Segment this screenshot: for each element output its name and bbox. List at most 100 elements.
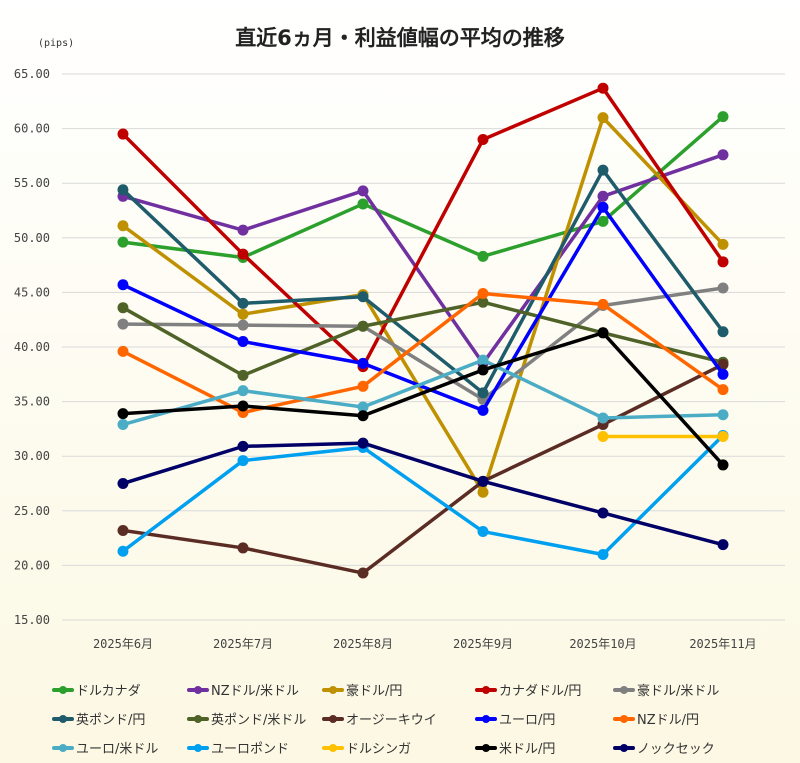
y-tick-label: 50.00 [14,231,50,245]
data-point [477,287,489,299]
series-line [122,300,724,378]
legend-swatch [187,714,209,723]
y-tick-label: 40.00 [14,340,50,354]
data-point [117,419,129,431]
legend-swatch [52,743,74,752]
data-point [117,302,129,314]
data-point [357,401,369,413]
data-point [117,318,129,330]
y-tick-label: 35.00 [14,395,50,409]
data-point [117,524,129,536]
legend-label: ドルカナダ [76,684,141,699]
data-point [117,128,129,140]
data-point [477,250,489,262]
data-point [597,298,609,310]
legend-item[interactable]: ドルカナダ [52,680,187,699]
y-tick-label: 65.00 [14,67,50,81]
legend-item[interactable]: ユーロ/円 [475,709,613,728]
legend-item[interactable]: ノックセック [613,738,753,757]
series-line [122,291,725,415]
legend-label: 豪ドル/米ドル [637,684,720,699]
data-point [477,404,489,416]
legend-swatch [475,714,497,723]
data-point [717,409,729,421]
data-point [717,326,729,338]
data-point [357,320,369,332]
legend-item[interactable]: カナダドル/円 [475,680,613,699]
data-point [717,384,729,396]
data-point [477,475,489,487]
legend-item[interactable]: ユーロ/米ドル [52,738,187,757]
data-point [357,291,369,303]
data-point [357,437,369,449]
data-point [237,319,249,331]
legend-label: 米ドル/円 [499,742,556,757]
legend-swatch [322,743,344,752]
data-point [237,542,249,554]
legend-item[interactable]: ドルシンガ [322,738,475,757]
data-point [717,459,729,471]
x-tick-label: 2025年10月 [569,637,636,651]
legend-label: ノックセック [637,742,715,757]
legend-label: ユーロポンド [211,742,290,757]
x-tick-label: 2025年8月 [333,637,393,651]
legend-swatch [613,743,635,752]
legend-swatch [187,685,209,694]
legend-item[interactable]: 英ポンド/円 [52,709,187,728]
legend-swatch [52,714,74,723]
data-point [237,400,249,412]
series-line [122,115,725,260]
legend-item[interactable]: 米ドル/円 [475,738,613,757]
legend-swatch [187,743,209,752]
data-point [717,111,729,123]
legend-swatch [475,685,497,694]
x-tick-label: 2025年9月 [453,637,513,651]
data-point [237,248,249,260]
data-point [597,215,609,227]
legend-item[interactable]: NZドル/円 [613,709,753,728]
data-point [237,385,249,397]
data-point [357,185,369,197]
chart-title: 直近6ヵ月・利益値幅の平均の推移 [235,26,565,50]
y-tick-label: 25.00 [14,504,50,518]
y-tick-label: 20.00 [14,558,50,572]
data-point [597,431,609,443]
data-point [477,486,489,498]
series-line [122,331,725,467]
legend-item[interactable]: 豪ドル/円 [322,680,475,699]
y-tick-label: 45.00 [14,285,50,299]
series-line [122,358,724,427]
data-point [717,431,729,443]
data-point [717,238,729,250]
data-point [357,380,369,392]
data-point [597,190,609,202]
x-tick-label: 2025年7月 [213,637,273,651]
legend-label: カナダドル/円 [499,684,582,699]
series-line [122,205,725,413]
legend-item[interactable]: 英ポンド/米ドル [187,709,322,728]
data-point [597,112,609,124]
legend-swatch [613,714,635,723]
data-point [117,478,129,489]
data-point [237,440,249,452]
data-point [237,455,249,467]
legend-item[interactable]: オージーキウイ [322,709,475,728]
data-point [597,412,609,424]
data-point [717,282,729,294]
series-line [121,86,725,369]
x-tick-label: 2025年11月 [689,637,756,651]
series-line [122,441,724,547]
legend-label: 英ポンド/円 [76,713,146,728]
legend-item[interactable]: NZドル/米ドル [187,680,322,699]
data-point [597,548,609,560]
series-line [121,168,725,395]
data-point [717,368,729,380]
legend-item[interactable]: ユーロポンド [187,738,322,757]
legend-swatch [322,685,344,694]
data-point [717,358,729,370]
legend-label: NZドル/米ドル [211,684,300,699]
data-point [237,308,249,320]
data-point [357,567,369,579]
data-point [597,507,609,519]
legend-item[interactable]: 豪ドル/米ドル [613,680,753,699]
